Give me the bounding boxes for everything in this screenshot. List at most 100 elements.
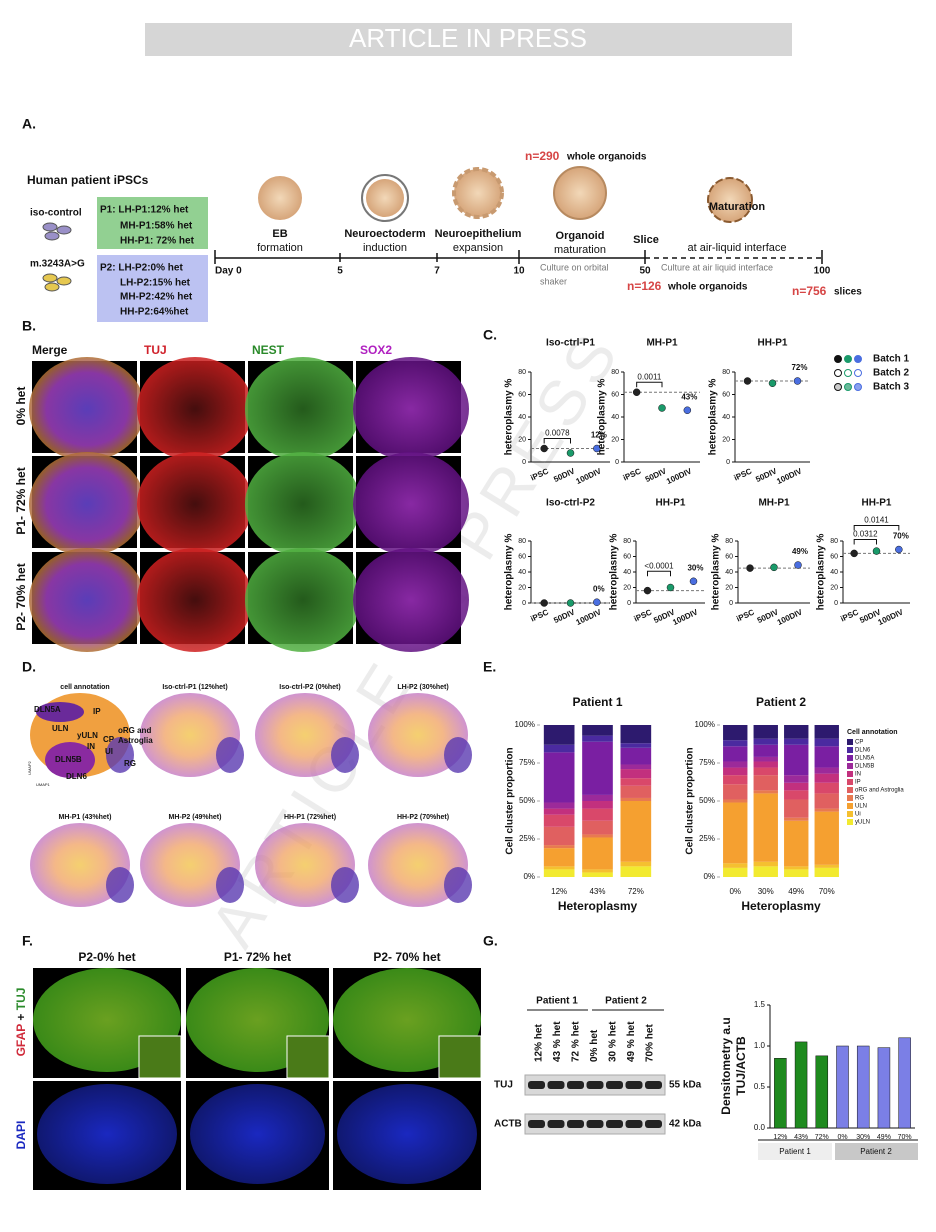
band [606, 1081, 623, 1089]
bracket [543, 438, 571, 444]
umap [255, 823, 355, 907]
label: HH-P1: 72% het [120, 236, 195, 247]
point [794, 561, 802, 569]
x-tick-label: 100DIV [877, 607, 906, 627]
inset [138, 1035, 182, 1079]
legend-swatch [847, 747, 853, 753]
umap [368, 693, 468, 777]
point [895, 545, 903, 554]
banner-bg [145, 23, 792, 56]
bar-segment [582, 820, 613, 835]
group-box [835, 1143, 918, 1160]
bar-segment [753, 790, 778, 794]
label: slices [834, 287, 862, 298]
x-tick-label: 30% [856, 1134, 870, 1141]
bar-segment [814, 782, 839, 794]
bar-segment [582, 801, 613, 809]
bar-segment [814, 767, 839, 774]
bar-segment [620, 764, 652, 770]
cluster-label: IN [87, 742, 95, 751]
annotation: 12% [591, 431, 607, 440]
y-tick-label: 80 [623, 538, 631, 545]
bar-segment [582, 725, 613, 736]
annotation: 43% [681, 392, 697, 401]
x-tick-label: iPSC [633, 607, 654, 623]
label: shaker [540, 276, 567, 286]
y-tick-label: 25% [519, 834, 535, 843]
label: LH-P2:15% het [120, 278, 191, 289]
lane-label: 12% het [534, 1024, 545, 1062]
bracket [647, 570, 671, 577]
y-tick-label: 20 [623, 584, 631, 591]
bar-segment [620, 801, 652, 862]
band [645, 1120, 662, 1128]
lane-label: 30 % het [608, 1021, 619, 1062]
legend-marker [854, 369, 862, 377]
inset [438, 1035, 482, 1079]
stage: Organoid [556, 230, 605, 242]
bar-segment [620, 747, 652, 765]
umap-title: MH-P2 (49%het) [169, 814, 222, 821]
bar-segment [753, 793, 778, 862]
column-label: P1- 72% het [224, 950, 291, 964]
p-value: 0.0011 [637, 372, 661, 381]
cluster-label: CP [103, 735, 115, 744]
bar-segment [723, 799, 748, 803]
x-tick-label: iPSC [839, 607, 860, 623]
y-label: heteroplasmy % [504, 534, 515, 611]
point [666, 583, 675, 592]
bracket [853, 539, 877, 545]
bar-segment [543, 725, 575, 745]
tissue [137, 452, 253, 556]
label: Batch 3 [873, 382, 910, 393]
cluster-label: Ul [105, 747, 113, 756]
umap [255, 693, 355, 777]
stage: Neuroepithelium [435, 228, 522, 240]
stage: maturation [554, 244, 606, 256]
lane-label: 0% het [589, 1029, 600, 1062]
bar-segment [543, 808, 575, 815]
p-value: 0.0078 [545, 429, 570, 438]
stage: Maturation [709, 201, 766, 213]
p-value: <0.0001 [644, 561, 674, 570]
y-label: TUJ/ACTB [734, 1036, 748, 1096]
x-label: Heteroplasmy [558, 899, 638, 913]
tissue [353, 452, 469, 556]
umap-title: Iso-ctrl-P2 (0%het) [279, 684, 340, 691]
cluster-label: IP [93, 707, 101, 716]
inset [286, 1035, 330, 1079]
legend-label: DLN5A [855, 756, 874, 762]
y-tick-label: 0 [834, 600, 838, 607]
y-tick-label: 100% [695, 720, 715, 729]
x-tick-label: 30% [758, 887, 774, 896]
x-tick-label: 43% [794, 1134, 808, 1141]
bracket [853, 525, 900, 531]
bar-segment [543, 826, 575, 846]
band [625, 1081, 643, 1089]
bar-segment [723, 863, 748, 868]
y-tick-label: 40 [518, 414, 526, 421]
point [743, 377, 752, 385]
y-tick-label: 0 [726, 459, 730, 466]
chart-title: Patient 2 [756, 695, 806, 709]
tissue [245, 357, 361, 461]
chart-title: HH-P1 [861, 498, 891, 509]
chart-title: MH-P1 [646, 338, 678, 349]
cluster-label: Astroglia [118, 736, 153, 745]
umap [444, 867, 472, 903]
lane-label: 72 % het [571, 1021, 582, 1062]
label: P1: LH-P1:12% het [100, 205, 189, 216]
label: MH-P1:58% het [120, 221, 193, 232]
umap [140, 693, 240, 777]
chart-title: Iso-ctrl-P2 [546, 498, 595, 509]
tissue [137, 357, 253, 461]
bar-segment [814, 864, 839, 868]
point [658, 404, 666, 412]
tissue [137, 548, 253, 652]
y-tick-label: 60 [722, 391, 730, 398]
size-label: 55 kDa [669, 1080, 702, 1091]
timeline-tick: 10 [513, 266, 525, 277]
y-tick-label: 80 [611, 369, 619, 376]
timeline [214, 250, 823, 264]
tissue [37, 1084, 177, 1184]
